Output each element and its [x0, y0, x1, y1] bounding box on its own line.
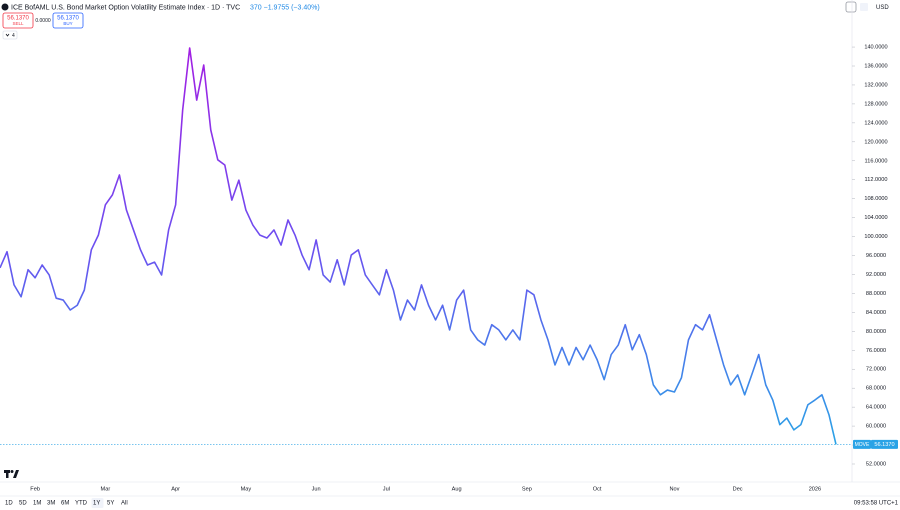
sell-label[interactable]: SELL — [12, 21, 24, 26]
y-tick-label: 100.0000 — [864, 234, 887, 240]
toolbar-button[interactable] — [860, 3, 868, 11]
y-tick-label: 52.0000 — [866, 461, 886, 467]
buy-price[interactable]: 56.1370 — [57, 16, 79, 22]
x-tick-label: Apr — [171, 486, 180, 492]
symbol-badge — [853, 439, 871, 449]
currency-label[interactable]: USD — [876, 5, 889, 11]
y-tick-label: 84.0000 — [866, 310, 886, 316]
y-tick-label: 68.0000 — [866, 386, 886, 392]
y-tick-label: 132.0000 — [864, 82, 887, 88]
range-button[interactable]: 1M — [33, 501, 41, 507]
y-tick-label: 116.0000 — [865, 158, 888, 164]
indicator-count[interactable]: 4 — [12, 33, 15, 39]
last-price-badge — [871, 439, 898, 449]
indicator-toggle[interactable] — [2, 30, 18, 40]
y-tick-label: 88.0000 — [866, 291, 886, 297]
footer: 1D 5D 1M 3M 6M YTD 1Y 5Y All — [5, 498, 128, 508]
x-tick-label: Jul — [383, 486, 390, 492]
y-tick-label: 104.0000 — [864, 215, 887, 221]
range-button[interactable]: 6M — [61, 501, 69, 507]
y-tick-label: 112.0000 — [865, 177, 888, 183]
range-button[interactable]: 5D — [19, 501, 27, 507]
range-button[interactable]: 5Y — [107, 501, 114, 507]
y-tick-label: 124.0000 — [864, 120, 887, 126]
y-tick-label: 108.0000 — [864, 196, 887, 202]
symbol-name: MOVE — [855, 442, 870, 448]
y-tick-label: 96.0000 — [866, 253, 886, 259]
range-button[interactable]: 3M — [47, 501, 55, 507]
y-tick-label: 60.0000 — [866, 424, 886, 430]
price-line — [0, 47, 837, 445]
y-tick-label: 76.0000 — [866, 348, 886, 354]
y-tick-label: 128.0000 — [864, 101, 887, 107]
last-price-label: 56.1370 — [874, 442, 894, 448]
x-tick-label: Aug — [452, 486, 462, 492]
toolbar-button[interactable] — [845, 1, 857, 13]
symbol-logo — [1, 3, 9, 11]
x-tick-label: May — [241, 486, 252, 492]
chart-title: ICE BofAML U.S. Bond Market Option Volat… — [11, 4, 240, 11]
y-tick-label: 140.0000 — [864, 45, 887, 51]
range-button[interactable]: YTD — [75, 501, 88, 507]
x-tick-label: Feb — [30, 486, 40, 492]
tv-logo — [4, 470, 19, 478]
range-button[interactable]: All — [121, 501, 128, 507]
range-button[interactable]: 1D — [5, 501, 13, 507]
range-active-bg — [91, 498, 104, 508]
x-tick-label: 2026 — [809, 486, 821, 492]
price-change: 370 −1.9755 (−3.40%) — [250, 4, 320, 11]
y-tick-label: 64.0000 — [866, 405, 886, 411]
y-tick-label: 92.0000 — [866, 272, 886, 278]
range-button[interactable]: 1Y — [93, 501, 100, 507]
x-tick-label: Mar — [101, 486, 111, 492]
clock: 09:53:58 UTC+1 — [854, 501, 899, 507]
x-tick-label: Dec — [733, 486, 743, 492]
x-tick-label: Nov — [669, 486, 679, 492]
chevron-icon — [5, 33, 10, 37]
y-tick-label: 80.0000 — [866, 329, 886, 335]
x-tick-label: Sep — [522, 486, 532, 492]
y-tick-label: 72.0000 — [866, 367, 886, 373]
y-tick-label: 120.0000 — [864, 139, 887, 145]
x-tick-label: Jun — [312, 486, 321, 492]
x-tick-label: Oct — [593, 486, 602, 492]
buy-label[interactable]: BUY — [63, 21, 72, 26]
sell-price[interactable]: 56.1370 — [7, 16, 29, 22]
sell-button[interactable] — [2, 12, 34, 29]
spread: 0.0000 — [35, 18, 51, 24]
buy-button[interactable] — [52, 12, 84, 29]
y-tick-label: 136.0000 — [864, 63, 887, 69]
